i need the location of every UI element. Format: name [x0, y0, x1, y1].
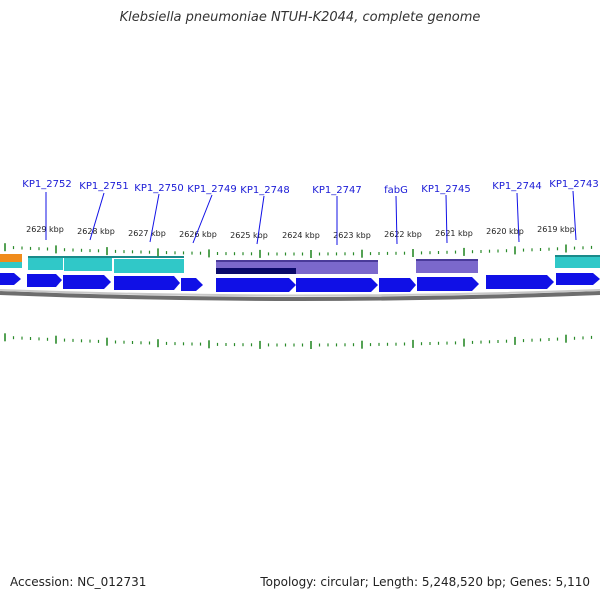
gene-arrow [417, 277, 479, 291]
gene-arrow [556, 273, 600, 285]
leader-line [89, 192, 105, 241]
kbp-label: 2627 kbp [128, 229, 166, 238]
leader-line [516, 192, 520, 243]
gene-arrow [0, 273, 21, 285]
genome-backbone [0, 289, 600, 297]
kbp-label: 2619 kbp [537, 225, 575, 234]
cds-cyan [28, 256, 63, 270]
gene-arrow [114, 276, 180, 290]
genome-summary: Topology: circular; Length: 5,248,520 bp… [260, 575, 590, 589]
cds-purple [416, 260, 478, 273]
cds-purple-edge [216, 260, 378, 262]
kbp-label: 2621 kbp [435, 229, 473, 238]
gene-label-fabg[interactable]: fabG [384, 185, 408, 196]
gene-leader-lines [45, 190, 577, 245]
accession-text: Accession: NC_012731 [10, 575, 147, 589]
kbp-label: 2624 kbp [282, 231, 320, 240]
feature-track [0, 254, 600, 274]
cds-navy [216, 268, 296, 274]
kbp-label: 2622 kbp [384, 230, 422, 239]
gene-label-kp1-2749[interactable]: KP1_2749 [187, 184, 236, 195]
gene-arrow [181, 278, 203, 291]
gene-arrow [379, 278, 416, 292]
kbp-label: 2629 kbp [26, 225, 64, 234]
gene-label-kp1-2748[interactable]: KP1_2748 [240, 185, 289, 196]
scale-ticks-top [4, 243, 593, 258]
cds-cyan [114, 259, 184, 273]
gene-arrow [296, 278, 378, 292]
cds-cyan [64, 257, 112, 271]
cds-orange [0, 254, 22, 262]
kbp-label: 2625 kbp [230, 231, 268, 240]
gene-arrow [216, 278, 296, 292]
gene-label-kp1-2744[interactable]: KP1_2744 [492, 181, 541, 192]
cds-cyan [0, 262, 22, 268]
leader-line [192, 194, 213, 244]
kbp-labels: 2629 kbp 2628 kbp 2627 kbp 2626 kbp 2625… [26, 225, 575, 240]
gene-labels: KP1_2752 KP1_2751 KP1_2750 KP1_2749 KP1_… [22, 179, 598, 196]
kbp-label: 2620 kbp [486, 227, 524, 236]
leader-line [445, 194, 448, 244]
gene-label-kp1-2743[interactable]: KP1_2743 [549, 179, 598, 190]
gene-track [0, 273, 600, 292]
cds-purple-edge [416, 259, 478, 261]
gene-label-kp1-2745[interactable]: KP1_2745 [421, 184, 470, 195]
scale-ticks-bottom [4, 333, 593, 349]
gene-arrow [486, 275, 554, 289]
kbp-label: 2623 kbp [333, 231, 371, 240]
gene-label-kp1-2750[interactable]: KP1_2750 [134, 183, 183, 194]
gene-label-kp1-2747[interactable]: KP1_2747 [312, 185, 361, 196]
gene-label-kp1-2752[interactable]: KP1_2752 [22, 179, 71, 190]
cds-cyan [555, 256, 600, 268]
cds-cyan-edge [555, 255, 600, 257]
gene-label-kp1-2751[interactable]: KP1_2751 [79, 181, 128, 192]
gene-arrow [27, 274, 62, 287]
leader-line [256, 195, 265, 245]
gene-arrow [63, 275, 111, 289]
genome-backbone-shadow [0, 291, 600, 301]
leader-line [149, 193, 160, 243]
leader-line [395, 195, 398, 245]
leader-line [572, 190, 577, 241]
cds-cyan [28, 256, 184, 258]
kbp-label: 2626 kbp [179, 230, 217, 239]
kbp-label: 2628 kbp [77, 227, 115, 236]
genome-title: Klebsiella pneumoniae NTUH-K2044, comple… [119, 10, 481, 25]
